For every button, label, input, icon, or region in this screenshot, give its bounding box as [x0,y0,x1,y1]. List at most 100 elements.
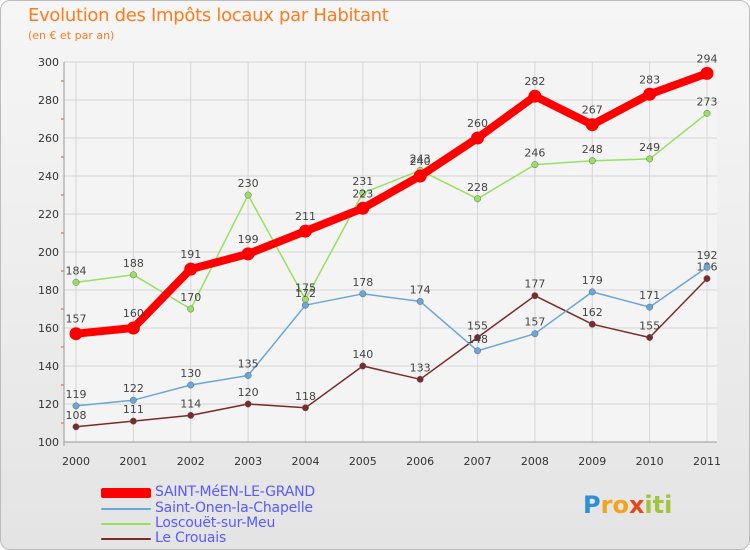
data-label: 273 [697,95,718,108]
data-point [69,327,83,341]
y-tick-label: 220 [38,208,59,221]
data-point [700,66,714,80]
data-label: 267 [582,104,603,117]
data-label: 199 [238,233,259,246]
data-point [184,262,198,276]
data-point [588,157,596,165]
data-label: 120 [238,386,259,399]
legend-label: Le Crouais [155,530,227,546]
legend-label: Loscouët-sur-Meu [155,515,276,531]
data-label: 260 [467,117,488,130]
y-tick-label: 200 [38,246,59,259]
data-label: 223 [352,187,373,200]
data-label: 192 [697,249,718,262]
y-tick-label: 140 [38,360,59,373]
data-label: 228 [467,181,488,194]
data-label: 162 [582,306,603,319]
series-line-0 [75,69,709,338]
data-label: 248 [582,143,603,156]
data-point [244,400,252,408]
legend-swatch [101,523,151,525]
data-label: 114 [180,397,201,410]
x-tick-label: 2006 [406,455,434,468]
x-tick-label: 2005 [349,455,377,468]
data-point [703,109,711,117]
data-point [646,303,654,311]
data-label: 122 [123,382,144,395]
data-label: 170 [180,291,201,304]
data-point [129,271,137,279]
data-label: 188 [123,257,144,270]
data-label: 179 [582,274,603,287]
data-point [531,330,539,338]
data-point [646,334,654,341]
logo-letter: r [600,491,613,519]
data-label: 111 [123,403,144,416]
data-point [531,292,539,300]
data-label: 231 [352,175,373,188]
data-point [187,381,195,389]
data-point [244,191,252,199]
x-tick-label: 2003 [234,455,262,468]
logo-letter: P [583,491,601,519]
x-tick-label: 2002 [177,455,205,468]
data-label: 243 [410,152,431,165]
y-tick-label: 180 [38,284,59,297]
data-label: 191 [180,248,201,261]
x-tick-label: 2009 [578,455,606,468]
x-tick-label: 2011 [693,455,721,468]
x-tick-label: 2001 [119,455,147,468]
data-point [302,404,309,412]
legend-label: Saint-Onen-la-Chapelle [155,500,313,516]
data-label: 140 [352,348,373,361]
data-point [126,321,140,335]
data-label: 240 [410,155,431,168]
data-point [646,155,654,163]
logo-letter: x [628,491,645,519]
y-tick-label: 160 [38,322,59,335]
legend-label: SAINT-MéEN-LE-GRAND [155,484,315,500]
data-point [643,87,657,101]
data-label: 184 [66,264,87,277]
data-point [471,131,485,145]
data-point [588,288,596,296]
x-tick-label: 2007 [464,455,492,468]
data-label: 211 [295,210,316,223]
chart-subtitle: (en € et par an) [28,29,115,42]
x-tick-label: 2000 [62,455,90,468]
data-point [356,201,370,215]
data-label: 130 [180,367,201,380]
data-point [359,290,367,298]
data-point [703,263,711,271]
data-label: 108 [66,409,87,422]
data-point [241,247,255,261]
y-tick-label: 260 [38,132,59,145]
data-point [413,169,427,183]
data-point [416,297,424,305]
data-label: 294 [697,52,718,65]
data-point [244,372,252,379]
y-tick-label: 280 [38,94,59,107]
chart-title: Evolution des Impôts locaux par Habitant [28,5,389,26]
legend-swatch [101,538,151,540]
data-label: 160 [123,307,144,320]
data-point [474,347,481,355]
data-point [359,362,367,370]
logo-letter: i [644,491,653,519]
data-point [298,224,312,238]
data-point [359,189,367,197]
data-label: 133 [410,361,431,374]
data-label: 155 [639,320,660,333]
data-point [474,195,481,203]
data-point [129,417,137,425]
data-point [187,305,195,313]
x-tick-label: 2008 [521,455,549,468]
data-point [416,375,424,383]
data-point [528,89,542,103]
x-tick-label: 2010 [636,455,664,468]
data-point [129,396,137,404]
data-label: 178 [352,276,373,289]
data-point [72,423,80,431]
series-line-3 [75,278,708,428]
proxiti-logo: Proxiti [583,491,672,519]
